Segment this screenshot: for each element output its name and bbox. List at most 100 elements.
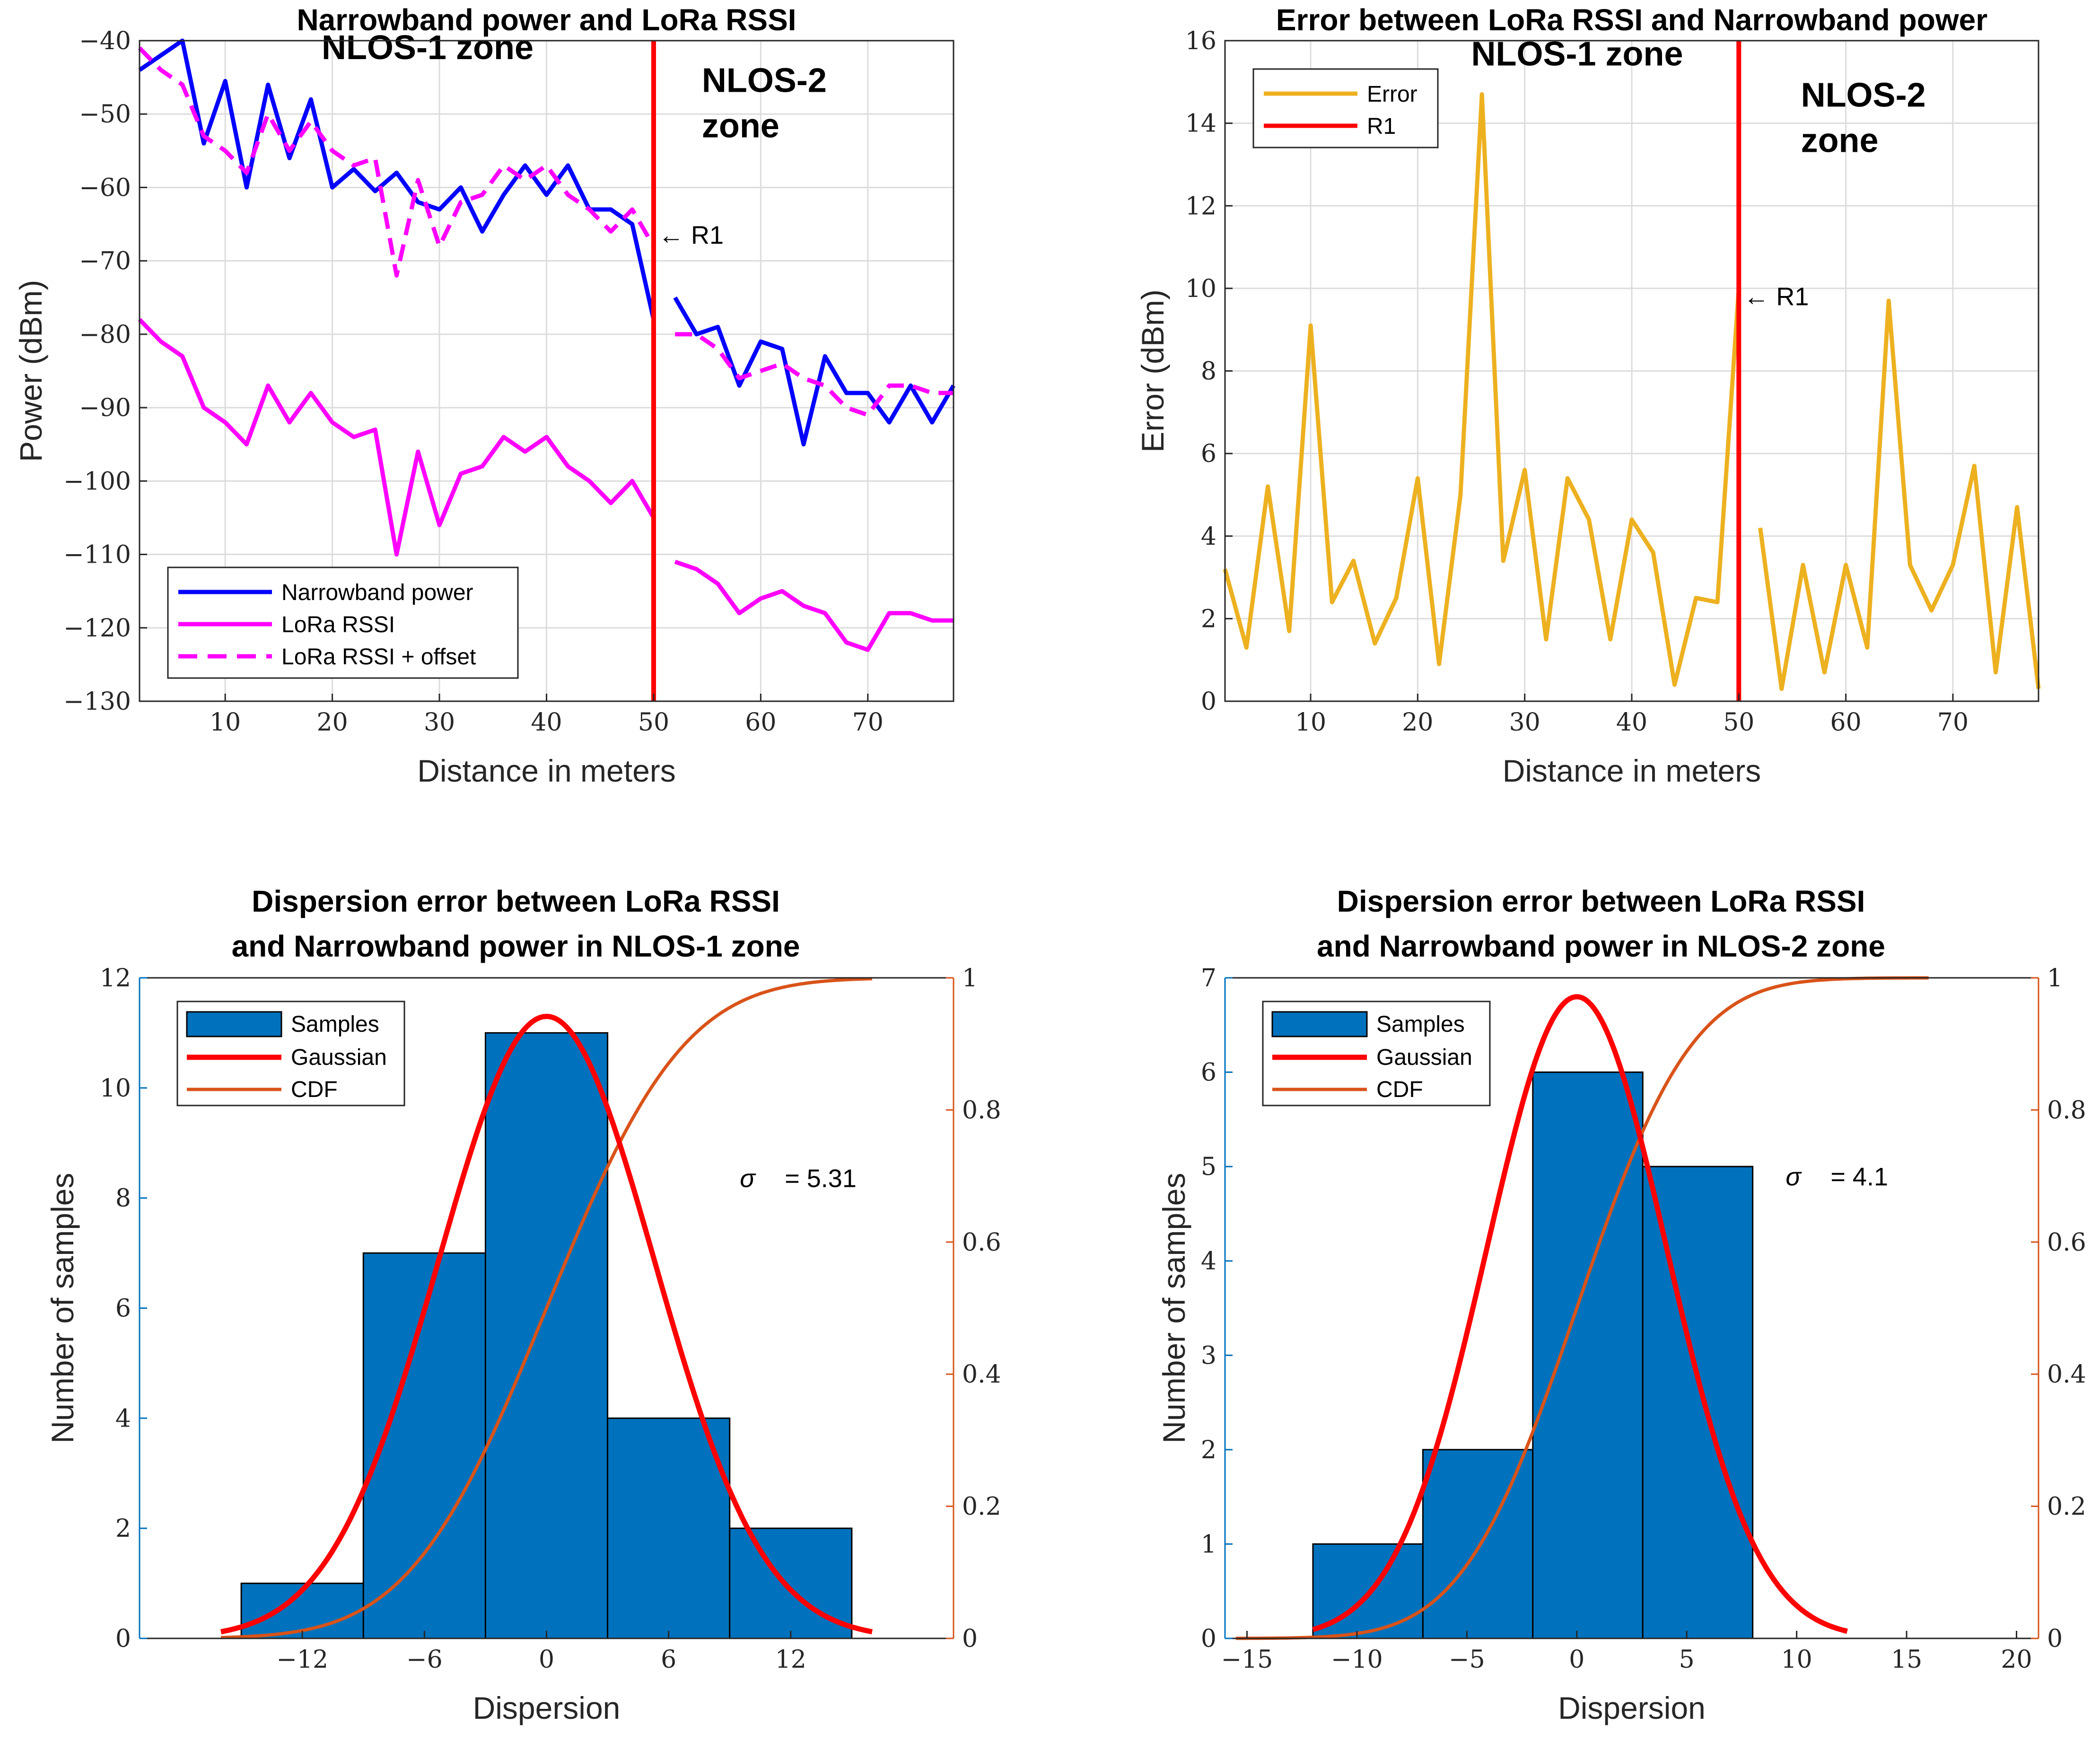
chart-panel-dispersion-nlos1: −12 −6 0 6 12 0 2 4 6 8 10 12 0 0.2 0.4 0.6 0.8 1 σ = 5.31 D… bbox=[45, 884, 1001, 1725]
y-tick-label: −80 bbox=[79, 321, 131, 349]
series-line-0 bbox=[1223, 92, 2041, 691]
x-tick-label: 40 bbox=[1616, 708, 1647, 737]
x-axis-label: Distance in meters bbox=[1503, 753, 1761, 788]
x-tick-label: 0 bbox=[539, 1645, 554, 1674]
y2-tick-label: 0.8 bbox=[962, 1096, 1001, 1124]
y-tick-label: −90 bbox=[79, 394, 131, 422]
legend-label: Samples bbox=[291, 1012, 379, 1037]
y-tick-label: 10 bbox=[1185, 275, 1216, 303]
y2-tick-label: 0 bbox=[962, 1625, 978, 1653]
chart-title: Dispersion error between LoRa RSSI bbox=[252, 884, 780, 918]
x-tick-label: 20 bbox=[1402, 708, 1433, 737]
x-tick-label: 0 bbox=[1569, 1645, 1584, 1674]
legend-swatch-samples bbox=[1271, 1011, 1368, 1037]
chart-panel-error: ← R1 NLOS-1 zone NLOS-2 zone 10 20 30 40 50 60 70 0… bbox=[1135, 3, 2041, 788]
legend-label: LoRa RSSI + offset bbox=[281, 644, 476, 670]
y-tick-label: 4 bbox=[1201, 522, 1216, 551]
x-tick-label: 60 bbox=[1830, 708, 1862, 737]
y-tick-label: 8 bbox=[115, 1184, 131, 1213]
x-tick-label: −12 bbox=[276, 1645, 328, 1674]
chart-title-line2: and Narrowband power in NLOS-1 zone bbox=[232, 929, 800, 963]
series-line-0 bbox=[138, 38, 955, 447]
x-tick-label: 15 bbox=[1891, 1645, 1922, 1674]
y-tick-label: 16 bbox=[1185, 27, 1216, 55]
series-line-1 bbox=[138, 318, 954, 652]
x-tick-label: −15 bbox=[1221, 1645, 1273, 1674]
x-tick-label: 50 bbox=[638, 708, 669, 737]
y-tick-label: 2 bbox=[1201, 605, 1216, 633]
y-tick-label: 6 bbox=[1201, 440, 1216, 468]
y2-tick-label: 0.6 bbox=[962, 1228, 1001, 1257]
y-tick-label: −130 bbox=[63, 688, 131, 716]
x-tick-label: 10 bbox=[210, 708, 241, 737]
y2-tick-label: 1 bbox=[962, 964, 978, 992]
sigma-symbol: σ bbox=[740, 1164, 756, 1193]
x-tick-label: 40 bbox=[531, 708, 562, 737]
y-tick-label: 7 bbox=[1201, 964, 1216, 992]
y2-tick-label: 0.8 bbox=[2047, 1096, 2086, 1124]
y-tick-label: −120 bbox=[63, 614, 131, 643]
y2-tick-label: 0.4 bbox=[962, 1360, 1001, 1389]
sigma-symbol: σ bbox=[1785, 1163, 1802, 1191]
zone-label: NLOS-1 zone bbox=[1471, 35, 1683, 73]
x-axis-label: Dispersion bbox=[473, 1690, 621, 1725]
x-tick-label: 12 bbox=[775, 1645, 806, 1674]
y-tick-label: 12 bbox=[100, 964, 131, 992]
y-tick-label: 10 bbox=[100, 1074, 131, 1103]
y-tick-label: 8 bbox=[1201, 357, 1216, 386]
zone-label: NLOS-2 bbox=[702, 62, 827, 100]
histogram-bar bbox=[1532, 1071, 1644, 1639]
y2-tick-label: 0.2 bbox=[2047, 1493, 2086, 1521]
x-tick-label: 30 bbox=[1509, 708, 1540, 737]
legend-label: R1 bbox=[1367, 114, 1396, 139]
y-axis-label: Number of samples bbox=[1156, 1173, 1191, 1443]
chart-panel-dispersion-nlos2: −15 −10 −5 0 5 10 15 20 0 1 2 3 4 5 6 7 0 0.2 0.4 0.6 0.8 1 σ =… bbox=[1156, 884, 2086, 1725]
y2-tick-label: 0.2 bbox=[962, 1493, 1001, 1521]
y-axis-label: Error (dBm) bbox=[1135, 289, 1170, 453]
sigma-value: = 5.31 bbox=[785, 1164, 857, 1193]
chart-panel-power: ← R1 NLOS-1 zone NLOS-2 zone 10 20 30 40 50 60 70 −… bbox=[13, 3, 955, 788]
histogram-bar bbox=[484, 1032, 609, 1639]
y-tick-label: 6 bbox=[115, 1295, 131, 1323]
y-tick-label: 6 bbox=[1201, 1059, 1216, 1087]
legend-swatch-samples bbox=[186, 1011, 282, 1037]
legend-label: LoRa RSSI bbox=[281, 612, 395, 637]
histogram-bar bbox=[1422, 1449, 1534, 1639]
legend-label: Narrowband power bbox=[281, 580, 473, 605]
legend-label: CDF bbox=[291, 1077, 338, 1102]
legend-box bbox=[1252, 68, 1439, 148]
y-tick-label: 0 bbox=[1201, 688, 1216, 716]
y-tick-label: −60 bbox=[79, 174, 131, 202]
y2-tick-label: 0 bbox=[2047, 1625, 2063, 1653]
y-tick-label: 3 bbox=[1201, 1341, 1216, 1370]
legend-label: CDF bbox=[1376, 1077, 1423, 1102]
y-tick-label: −70 bbox=[79, 247, 131, 276]
chart-title-line2: and Narrowband power in NLOS-2 zone bbox=[1317, 929, 1885, 963]
histogram-bar bbox=[1642, 1166, 1754, 1639]
x-axis-label: Distance in meters bbox=[417, 753, 676, 788]
y-tick-label: 5 bbox=[1201, 1153, 1216, 1181]
y-tick-label: −50 bbox=[79, 100, 131, 129]
x-tick-label: 70 bbox=[1937, 708, 1969, 737]
cdf-curve bbox=[1236, 976, 1929, 1640]
series-line-2 bbox=[138, 46, 954, 418]
histogram-bar bbox=[607, 1417, 731, 1639]
x-axis-label: Dispersion bbox=[1558, 1690, 1706, 1725]
y-tick-label: −40 bbox=[79, 27, 131, 55]
x-tick-label: 20 bbox=[2001, 1645, 2032, 1674]
y-tick-label: 14 bbox=[1185, 110, 1216, 138]
y-tick-label: 2 bbox=[1201, 1436, 1216, 1464]
cdf-curve bbox=[220, 977, 873, 1639]
x-tick-label: 10 bbox=[1781, 1645, 1812, 1674]
x-tick-label: 5 bbox=[1679, 1645, 1695, 1674]
x-tick-label: −6 bbox=[406, 1645, 443, 1674]
zone-label: zone bbox=[702, 107, 779, 145]
x-tick-label: 20 bbox=[317, 708, 348, 737]
zone-label: NLOS-1 zone bbox=[322, 29, 534, 67]
y-axis-label: Number of samples bbox=[45, 1173, 80, 1443]
y2-tick-label: 0.6 bbox=[2047, 1228, 2086, 1257]
chart-title: Error between LoRa RSSI and Narrowband p… bbox=[1276, 3, 1987, 37]
r1-annotation: ← R1 bbox=[1743, 282, 1809, 311]
x-tick-label: 50 bbox=[1723, 708, 1754, 737]
x-tick-label: 60 bbox=[745, 708, 776, 737]
